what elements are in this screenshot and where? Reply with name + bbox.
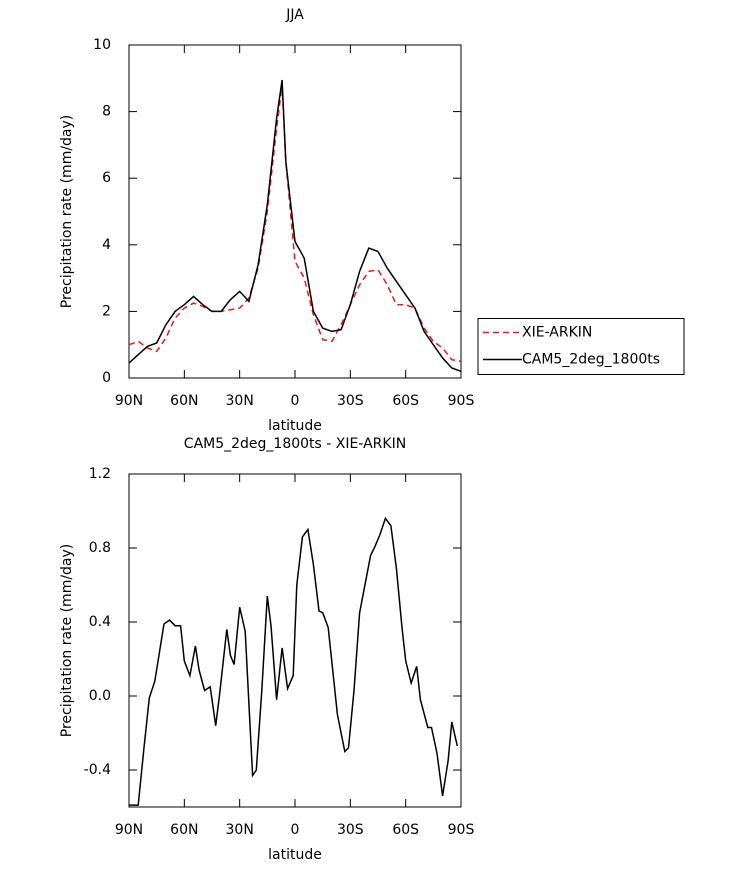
x-axis-label: latitude [268, 847, 322, 863]
x-tick-label: 30N [226, 393, 254, 409]
y-tick-label: 0 [102, 370, 111, 386]
data-line [128, 84, 462, 363]
data-line [128, 79, 462, 373]
x-tick-label: 60S [392, 822, 419, 838]
legend-label: XIE-ARKIN [522, 325, 592, 341]
x-tick-label: 90N [115, 822, 143, 838]
chart-title: JJA [285, 7, 304, 23]
y-tick-label: 10 [93, 37, 111, 53]
y-tick-label: 0.0 [89, 688, 111, 704]
y-tick-label: 0.8 [89, 540, 111, 556]
x-axis-label: latitude [268, 418, 322, 434]
x-tick-label: 30S [337, 393, 364, 409]
chart-title: CAM5_2deg_1800ts - XIE-ARKIN [184, 436, 406, 452]
legend-label: CAM5_2deg_1800ts [522, 352, 660, 368]
x-tick-label: 30S [337, 822, 364, 838]
y-tick-label: 0.4 [89, 614, 111, 630]
x-tick-label: 90N [115, 393, 143, 409]
x-tick-label: 30N [226, 822, 254, 838]
y-tick-label: 2 [102, 303, 111, 319]
y-tick-label: 4 [102, 237, 111, 253]
y-tick-label: 1.2 [89, 466, 111, 482]
y-axis-label: Precipitation rate (mm/day) [59, 115, 75, 309]
legend-box [477, 318, 685, 375]
y-axis-label: Precipitation rate (mm/day) [59, 544, 75, 738]
x-tick-label: 60N [170, 822, 198, 838]
x-tick-label: 90S [448, 822, 475, 838]
x-tick-label: 60S [392, 393, 419, 409]
y-tick-label: 8 [102, 104, 111, 120]
x-tick-label: 0 [291, 393, 300, 409]
plot-frame [128, 44, 462, 379]
x-tick-label: 90S [448, 393, 475, 409]
data-line [129, 516, 459, 806]
y-tick-label: -0.4 [84, 762, 111, 778]
x-tick-label: 60N [170, 393, 198, 409]
x-tick-label: 0 [291, 822, 300, 838]
y-tick-label: 6 [102, 170, 111, 186]
